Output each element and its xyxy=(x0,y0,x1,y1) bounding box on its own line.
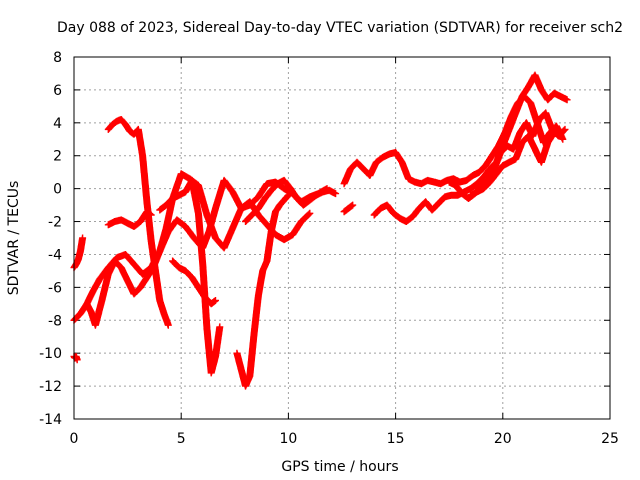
grid xyxy=(74,57,610,419)
y-tick-labels: -14 -12 -10 -8 -6 -4 -2 0 2 4 6 8 xyxy=(39,50,62,428)
data-point-marks xyxy=(242,176,340,225)
y-tick-label: 2 xyxy=(53,149,62,165)
series-arc-o xyxy=(467,129,565,199)
y-tick-label: -2 xyxy=(48,215,62,231)
series-arc-e xyxy=(104,116,172,329)
axis-ticks xyxy=(73,56,611,420)
data-point-marks xyxy=(340,201,357,216)
data-point-marks xyxy=(467,129,565,199)
data-point-marks xyxy=(169,257,219,308)
y-tick-label: 0 xyxy=(53,182,62,198)
x-tick-label: 5 xyxy=(177,431,186,447)
x-axis-label: GPS time / hours xyxy=(281,459,398,475)
y-tick-label: 8 xyxy=(53,50,62,66)
y-tick-label: 4 xyxy=(53,116,62,132)
data-point-marks xyxy=(104,116,172,329)
data-point-marks xyxy=(104,208,155,230)
data-point-marks xyxy=(70,234,87,272)
y-tick-label: -10 xyxy=(39,346,62,362)
series-arc-f xyxy=(104,208,155,230)
x-tick-label: 20 xyxy=(494,431,512,447)
series-arc-k xyxy=(340,201,357,216)
data-point-marks xyxy=(70,353,81,364)
y-tick-label: -14 xyxy=(39,412,62,428)
y-tick-label: -12 xyxy=(39,379,62,395)
series-arc-h xyxy=(169,257,219,308)
data-point-marks xyxy=(445,109,569,202)
x-tick-label: 0 xyxy=(70,431,79,447)
plot-frame xyxy=(73,56,611,420)
x-tick-label: 10 xyxy=(279,431,297,447)
series-arc-n xyxy=(445,109,569,202)
plot-area xyxy=(70,71,571,390)
y-tick-label: -8 xyxy=(48,313,62,329)
x-tick-label: 15 xyxy=(387,431,405,447)
y-tick-label: -6 xyxy=(48,280,62,296)
y-tick-label: -4 xyxy=(48,247,62,263)
series-arc-i xyxy=(233,191,292,390)
x-tick-labels: 0 5 10 15 20 25 xyxy=(70,431,619,447)
data-point-marks xyxy=(233,191,292,390)
data-point-marks xyxy=(370,71,571,225)
y-axis-label: SDTVAR / TECUs xyxy=(6,181,22,296)
x-tick-label: 25 xyxy=(601,431,619,447)
series-arc-j xyxy=(242,176,340,225)
series-arc-b xyxy=(70,353,81,364)
series-arc-a xyxy=(70,234,87,272)
series-arc-m xyxy=(370,71,571,225)
y-tick-label: 6 xyxy=(53,83,62,99)
chart-title: Day 088 of 2023, Sidereal Day-to-day VTE… xyxy=(57,20,623,36)
